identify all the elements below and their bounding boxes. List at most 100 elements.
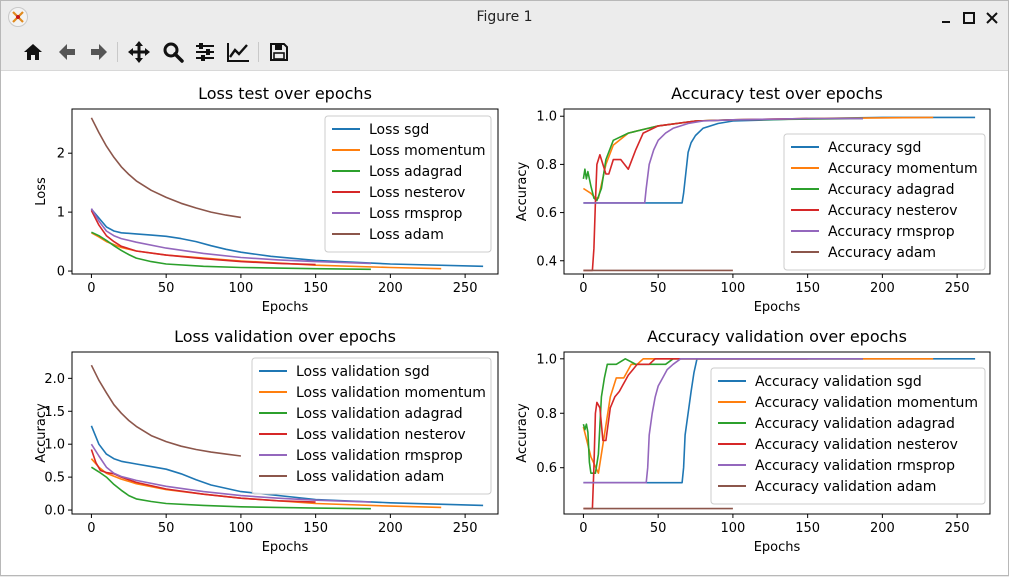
legend-label: Accuracy validation adam (755, 479, 936, 495)
series-line-nesterov (90, 210, 316, 266)
legend-label: Loss validation momentum (296, 385, 486, 401)
legend-label: Accuracy momentum (828, 161, 978, 177)
y-tick-label: 1.0 (536, 110, 557, 125)
series-line-adagrad (582, 357, 863, 475)
x-tick-label: 250 (453, 281, 478, 296)
chart-title: Accuracy test over epochs (671, 84, 883, 103)
subplot-4: Accuracy validation over epochs 0 50 100 150… (515, 327, 991, 555)
x-tick-label: 200 (378, 281, 403, 296)
legend-label: Accuracy adam (828, 245, 936, 261)
legend-label: Loss rmsprop (369, 206, 462, 222)
series-line-sgd (90, 425, 484, 507)
legend-label: Accuracy validation nesterov (755, 437, 958, 453)
y-axis-label: Accuracy (515, 403, 530, 463)
x-tick-label: 50 (158, 281, 175, 296)
window-title: Figure 1 (476, 9, 533, 25)
y-axis-label: Loss (34, 177, 49, 206)
figure-canvas[interactable]: Loss test over epochs 0 50 100 150 200 250 0 1 2 E… (5, 71, 1005, 573)
y-tick-label: 1.0 (44, 438, 65, 453)
legend: Loss sgd Loss momentum Loss adagrad Loss ne… (324, 115, 492, 253)
axes-frame (71, 108, 499, 275)
series-line-sgd (90, 208, 484, 268)
x-tick-label: 50 (650, 521, 667, 536)
series-group (582, 357, 976, 510)
legend: Accuracy sgd Accuracy momentum Accuracy ad… (783, 133, 986, 271)
y-axis-label: Accuracy (34, 403, 49, 463)
x-tick-label: 50 (158, 521, 175, 536)
series-line-adam (90, 364, 242, 457)
close-icon[interactable] (983, 9, 1001, 27)
series-line-rmsprop (583, 357, 863, 484)
chart-title: Loss test over epochs (198, 84, 372, 103)
legend-label: Loss adagrad (369, 164, 462, 180)
x-tick-label: 150 (795, 281, 820, 296)
y-tick-label: 0.6 (536, 461, 557, 476)
app-icon (8, 7, 28, 27)
pan-icon[interactable] (126, 40, 152, 64)
forward-icon[interactable] (86, 40, 112, 64)
x-tick-label: 0 (579, 521, 587, 536)
x-tick-label: 0 (579, 281, 587, 296)
legend-label: Accuracy validation rmsprop (755, 458, 955, 474)
legend: Loss validation sgd Loss validation momen… (251, 357, 492, 495)
y-tick-label: 1.0 (536, 352, 557, 367)
axes-frame (563, 108, 991, 275)
series-line-adam (90, 117, 242, 219)
y-tick-label: 2 (57, 147, 65, 162)
home-icon[interactable] (20, 40, 46, 64)
series-line-momentum (582, 357, 934, 475)
subplot-3: Loss validation over epochs 0 50 100 150 200 2… (34, 327, 499, 555)
y-tick-label: 0.0 (44, 504, 65, 519)
series-line-adagrad (90, 466, 371, 510)
axes-frame (71, 351, 499, 515)
series-group (90, 117, 484, 271)
legend-label: Loss validation nesterov (296, 427, 466, 443)
x-axis-label: Epochs (262, 540, 309, 555)
series-line-nesterov (583, 117, 808, 272)
y-axis-label: Accuracy (515, 162, 530, 222)
zoom-icon[interactable] (160, 40, 186, 64)
y-tick-label: 1.5 (44, 405, 65, 420)
legend-label: Accuracy nesterov (828, 203, 958, 219)
x-tick-label: 100 (720, 281, 745, 296)
legend-label: Accuracy validation momentum (755, 395, 978, 411)
series-line-rmsprop (583, 117, 863, 204)
edit-axis-icon[interactable] (225, 40, 251, 64)
legend-box (251, 357, 492, 495)
x-tick-label: 0 (87, 281, 95, 296)
x-tick-label: 100 (228, 521, 253, 536)
axes-frame (563, 351, 991, 515)
legend-label: Loss validation sgd (296, 364, 430, 380)
series-line-rmsprop (90, 208, 371, 265)
legend-label: Accuracy rmsprop (828, 224, 955, 240)
y-tick-label: 0.8 (536, 407, 557, 422)
series-line-rmsprop (90, 443, 371, 503)
back-icon[interactable] (54, 40, 80, 64)
legend-label: Loss sgd (369, 122, 429, 138)
legend-label: Accuracy validation sgd (755, 374, 922, 390)
title-bar[interactable]: Figure 1 (1, 1, 1008, 35)
x-tick-label: 50 (650, 281, 667, 296)
subplot-1: Loss test over epochs 0 50 100 150 200 250 0 1 2 E… (34, 84, 499, 315)
save-icon[interactable] (266, 40, 292, 64)
x-tick-label: 100 (720, 521, 745, 536)
series-line-nesterov (90, 449, 316, 503)
legend-label: Loss adam (369, 227, 444, 243)
minimize-icon[interactable] (937, 9, 955, 27)
series-line-nesterov (583, 357, 808, 510)
x-tick-label: 250 (945, 521, 970, 536)
y-tick-label: 0.6 (536, 206, 557, 221)
subplot-2: Accuracy test over epochs 0 50 100 150 200 250… (515, 84, 991, 315)
chart-title: Accuracy validation over epochs (647, 327, 907, 346)
x-tick-label: 200 (870, 281, 895, 296)
maximize-icon[interactable] (960, 9, 978, 27)
x-axis-label: Epochs (754, 300, 801, 315)
legend-label: Accuracy validation adagrad (755, 416, 955, 432)
x-axis-label: Epochs (754, 540, 801, 555)
configure-subplots-icon[interactable] (192, 40, 218, 64)
legend-box (710, 367, 986, 505)
figure-svg: Loss test over epochs 0 50 100 150 200 250 0 1 2 E… (34, 84, 991, 555)
toolbar-separator (258, 42, 259, 62)
y-tick-label: 1 (57, 206, 65, 221)
x-tick-label: 250 (945, 281, 970, 296)
